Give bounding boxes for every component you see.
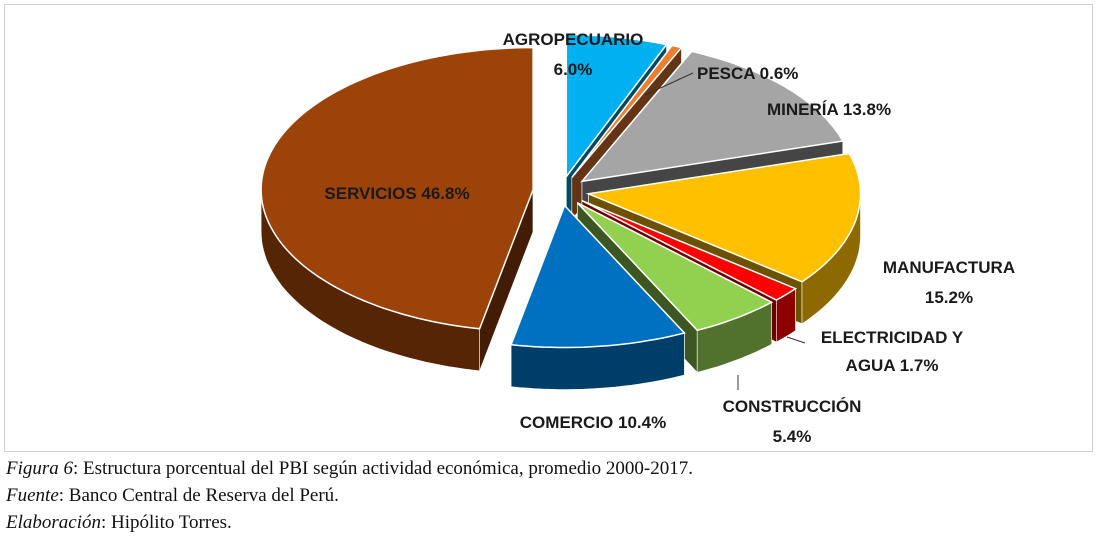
- pie-slice-construcci-n: [576, 202, 774, 332]
- pie-slice-miner-a: [580, 50, 845, 183]
- pie-slice-servicios: [260, 46, 534, 330]
- pie-chart: AGROPECUARIO 6.0% PESCA 0.6% MINERÍA 13.8% M…: [260, 30, 1015, 446]
- author-caption-lead: Elaboración: [6, 512, 101, 533]
- figure-caption-lead: Figura 6: [6, 458, 74, 479]
- leader-line: [644, 72, 694, 96]
- pie-slice-manufactura: [585, 152, 862, 283]
- source-caption-text: : Banco Central de Reserva del Perú.: [58, 485, 339, 506]
- pie-labels: AGROPECUARIO 6.0% PESCA 0.6% MINERÍA 13.8% M…: [324, 30, 1015, 446]
- slice-label: ELECTRICIDAD Y AGUA 1.7%: [821, 328, 964, 375]
- source-caption: Fuente: Banco Central de Reserva del Per…: [6, 485, 339, 507]
- pie-slice-electricidad-y-agua: [581, 200, 798, 301]
- slice-label: COMERCIO 10.4%: [520, 413, 666, 432]
- pie-slice-agropecuario: [565, 33, 668, 179]
- author-caption: Elaboración: Hipólito Torres.: [6, 512, 232, 534]
- slice-label: PESCA 0.6%: [697, 64, 798, 83]
- figure-caption: Figura 6: Estructura porcentual del PBI …: [6, 458, 693, 480]
- slice-label: MANUFACTURA 15.2%: [883, 258, 1015, 307]
- slice-label: MINERÍA 13.8%: [767, 100, 891, 119]
- figure-caption-text: : Estructura porcentual del PBI según ac…: [73, 458, 693, 479]
- source-caption-lead: Fuente: [6, 485, 59, 506]
- author-caption-text: : Hipólito Torres.: [101, 512, 232, 533]
- pie-slice-comercio: [510, 204, 686, 349]
- slice-label: AGROPECUARIO 6.0%: [503, 30, 644, 79]
- pie-tops: [260, 33, 862, 349]
- leader-line: [786, 336, 806, 344]
- slice-label: SERVICIOS 46.8%: [324, 184, 469, 203]
- chart-frame: AGROPECUARIO 6.0% PESCA 0.6% MINERÍA 13.8% M…: [4, 4, 1093, 452]
- slice-label: CONSTRUCCIÓN 5.4%: [723, 397, 862, 446]
- pie-slice-pesca: [571, 44, 683, 178]
